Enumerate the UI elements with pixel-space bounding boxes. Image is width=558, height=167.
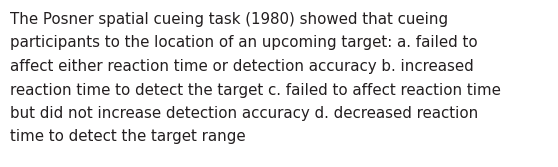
Text: participants to the location of an upcoming target: a. failed to: participants to the location of an upcom…	[10, 36, 478, 50]
Text: time to detect the target range: time to detect the target range	[10, 129, 246, 144]
Text: reaction time to detect the target c. failed to affect reaction time: reaction time to detect the target c. fa…	[10, 82, 501, 98]
Text: affect either reaction time or detection accuracy b. increased: affect either reaction time or detection…	[10, 59, 474, 74]
Text: but did not increase detection accuracy d. decreased reaction: but did not increase detection accuracy …	[10, 106, 478, 121]
Text: The Posner spatial cueing task (1980) showed that cueing: The Posner spatial cueing task (1980) sh…	[10, 12, 448, 27]
